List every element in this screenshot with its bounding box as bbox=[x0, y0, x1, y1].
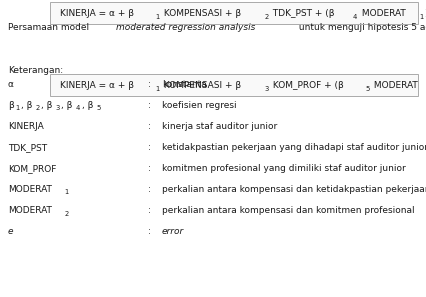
Text: KINERJA = α + β: KINERJA = α + β bbox=[60, 9, 134, 18]
Text: , β: , β bbox=[61, 101, 72, 110]
Text: konstanta: konstanta bbox=[162, 80, 207, 89]
Text: :: : bbox=[148, 185, 151, 194]
Text: KOM_PROF: KOM_PROF bbox=[8, 164, 56, 173]
Text: α: α bbox=[8, 80, 14, 89]
Text: koefisien regresi: koefisien regresi bbox=[162, 101, 236, 110]
Text: 5: 5 bbox=[96, 105, 101, 111]
Text: 5: 5 bbox=[365, 86, 369, 92]
Text: 1: 1 bbox=[155, 14, 160, 20]
Text: ) + e: ) + e bbox=[425, 9, 426, 18]
Text: 3: 3 bbox=[265, 86, 269, 92]
Text: , β: , β bbox=[81, 101, 93, 110]
Text: :: : bbox=[148, 122, 151, 131]
Text: TDK_PST + (β: TDK_PST + (β bbox=[270, 9, 334, 18]
Text: MODERAT: MODERAT bbox=[8, 185, 52, 194]
Bar bbox=[50, 2, 418, 24]
Text: perkalian antara kompensasi dan ketidakpastian pekerjaan: perkalian antara kompensasi dan ketidakp… bbox=[162, 185, 426, 194]
Text: Keterangan:: Keterangan: bbox=[8, 66, 63, 75]
Text: 1: 1 bbox=[15, 105, 20, 111]
Text: :: : bbox=[148, 227, 151, 236]
Text: MODERAT: MODERAT bbox=[359, 9, 406, 18]
Text: β: β bbox=[8, 101, 14, 110]
Text: :: : bbox=[148, 164, 151, 173]
Text: komitmen profesional yang dimiliki staf auditor junior: komitmen profesional yang dimiliki staf … bbox=[162, 164, 406, 173]
Text: , β: , β bbox=[41, 101, 52, 110]
Text: , β: , β bbox=[21, 101, 32, 110]
Text: 1: 1 bbox=[65, 189, 69, 195]
Text: 2: 2 bbox=[36, 105, 40, 111]
Text: e: e bbox=[8, 227, 14, 236]
Text: 1: 1 bbox=[155, 86, 160, 92]
Text: KINERJA: KINERJA bbox=[8, 122, 44, 131]
Text: error: error bbox=[162, 227, 184, 236]
Text: TDK_PST: TDK_PST bbox=[8, 143, 47, 152]
Bar bbox=[50, 74, 418, 96]
Text: KOM_PROF + (β: KOM_PROF + (β bbox=[270, 81, 344, 90]
Text: :: : bbox=[148, 101, 151, 110]
Text: KINERJA = α + β: KINERJA = α + β bbox=[60, 81, 134, 90]
Text: :: : bbox=[148, 143, 151, 152]
Text: perkalian antara kompensasi dan komitmen profesional: perkalian antara kompensasi dan komitmen… bbox=[162, 206, 414, 215]
Text: 4: 4 bbox=[76, 105, 80, 111]
Text: moderated regression analysis: moderated regression analysis bbox=[116, 23, 256, 32]
Text: KOMPENSASI + β: KOMPENSASI + β bbox=[161, 9, 241, 18]
Text: Persamaan model: Persamaan model bbox=[8, 23, 92, 32]
Text: 4: 4 bbox=[353, 14, 357, 20]
Text: 2: 2 bbox=[265, 14, 269, 20]
Text: KOMPENSASI + β: KOMPENSASI + β bbox=[161, 81, 241, 90]
Text: untuk menguji hipotesis 5 adalah:: untuk menguji hipotesis 5 adalah: bbox=[296, 23, 426, 32]
Text: 3: 3 bbox=[56, 105, 60, 111]
Text: MODERAT: MODERAT bbox=[371, 81, 417, 90]
Text: kinerja staf auditor junior: kinerja staf auditor junior bbox=[162, 122, 277, 131]
Text: :: : bbox=[148, 80, 151, 89]
Text: MODERAT: MODERAT bbox=[8, 206, 52, 215]
Text: 1: 1 bbox=[419, 14, 423, 20]
Text: 2: 2 bbox=[65, 211, 69, 217]
Text: :: : bbox=[148, 206, 151, 215]
Text: ketidakpastian pekerjaan yang dihadapi staf auditor junior: ketidakpastian pekerjaan yang dihadapi s… bbox=[162, 143, 426, 152]
